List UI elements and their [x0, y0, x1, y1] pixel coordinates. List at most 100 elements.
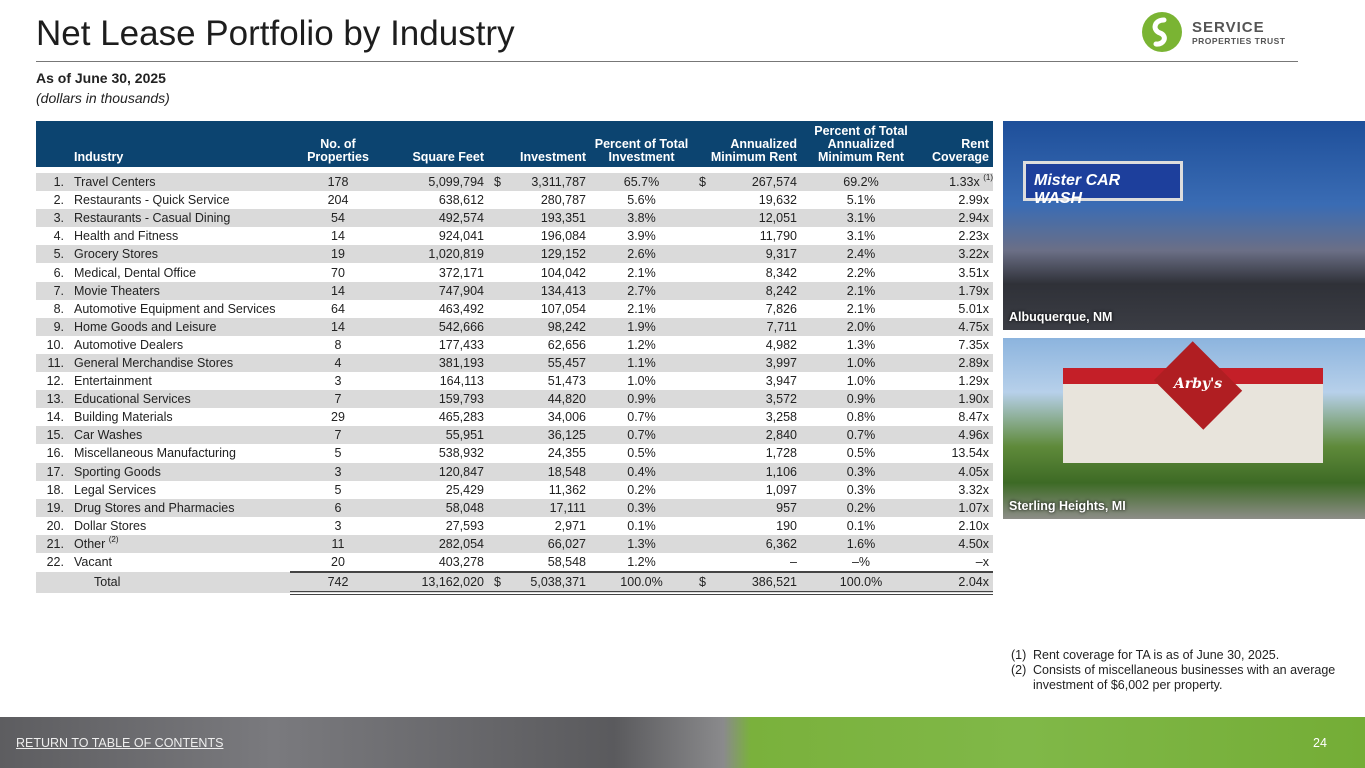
row-number: 2. [53, 193, 64, 208]
rent-cell: 19,632 [758, 193, 797, 208]
industry-name: Dollar Stores [74, 518, 147, 533]
industry-cell: Car Washes [70, 426, 290, 445]
pct-investment-cell: 1.9% [590, 317, 693, 336]
pct-investment-cell: 2.1% [627, 265, 656, 280]
pct-investment-cell: 0.5% [627, 446, 656, 461]
sqft-cell: 58,048 [386, 498, 488, 517]
coverage-value: 13.54x [951, 446, 989, 461]
industry-name: Entertainment [74, 374, 152, 389]
logo-mark-icon [1142, 12, 1182, 52]
industry-cell: Sporting Goods [70, 462, 290, 481]
page-number: 24 [1313, 736, 1327, 750]
coverage-cell: 1.79x [921, 281, 993, 300]
rent-cell: 267,574 [709, 173, 801, 192]
coverage-cell: 4.05x [921, 462, 993, 481]
pct-investment-cell: 0.9% [590, 390, 693, 409]
industry-cell: Restaurants - Quick Service [70, 191, 290, 209]
coverage-cell: 7.35x [921, 336, 993, 354]
properties-cell: 29 [331, 410, 345, 425]
coverage-cell: 2.99x [921, 191, 993, 209]
properties-cell: 3 [290, 462, 386, 481]
coverage-value: –x [975, 554, 989, 569]
coverage-value: 1.33x [949, 175, 980, 190]
sqft-cell: 25,429 [445, 482, 484, 497]
coverage-cell: 2.94x [921, 209, 993, 228]
pct-investment-cell: 0.7% [590, 426, 693, 445]
sqft-cell: 164,113 [439, 374, 484, 389]
properties-cell: 70 [331, 265, 345, 280]
pct-investment-cell: 1.2% [627, 337, 656, 352]
table-row: 15. Car Washes 7 55,951 36,125 0.7% 2,840 0.7% 4… [36, 426, 993, 445]
coverage-value: 4.96x [958, 428, 989, 443]
row-number: 12. [46, 374, 64, 389]
investment-cell: 44,820 [504, 390, 590, 409]
pct-investment-cell: 0.1% [627, 518, 656, 533]
dollar-sign [488, 209, 504, 228]
pct-investment-cell: 1.0% [627, 374, 656, 389]
dollar-sign [693, 553, 709, 572]
total-pct-rent: 100.0% [801, 570, 921, 595]
pct-investment-cell: 1.2% [627, 554, 656, 569]
pct-rent-cell: 3.1% [801, 209, 921, 228]
properties-cell: 4 [290, 353, 386, 373]
dollar-sign [693, 498, 709, 517]
dollar-sign [693, 372, 709, 390]
coverage-cell: 4.96x [921, 426, 993, 445]
dollar-sign [488, 245, 504, 264]
coverage-value: 4.75x [958, 319, 989, 334]
dollar-sign [693, 317, 709, 336]
industry-name: General Merchandise Stores [74, 355, 234, 370]
coverage-value: 1.79x [958, 283, 989, 298]
dollar-sign [693, 408, 709, 426]
dollar-sign [488, 191, 504, 209]
sqft-cell: 465,283 [438, 410, 484, 425]
investment-cell: 51,473 [547, 374, 586, 389]
sqft-cell: 381,193 [386, 353, 488, 373]
table-row: 3. Restaurants - Casual Dining 54 492,574 19… [36, 209, 993, 228]
pct-rent-cell: 1.6% [801, 534, 921, 553]
dollar-sign [488, 390, 504, 409]
rent-cell: 1,097 [765, 482, 797, 497]
title-divider [36, 61, 1298, 62]
table-row: 22. Vacant 20 403,278 58,548 1.2% – –% –x [36, 553, 993, 572]
dollar-sign [693, 444, 709, 462]
dollar-sign [488, 372, 504, 390]
industry-cell: Building Materials [70, 408, 290, 426]
footnotes: (1) Rent coverage for TA is as of June 30… [1011, 648, 1356, 693]
coverage-cell: 13.54x [921, 444, 993, 462]
row-number: 22. [46, 555, 64, 570]
dollar-sign [693, 336, 709, 354]
sqft-cell: 282,054 [386, 534, 488, 553]
page-title: Net Lease Portfolio by Industry [36, 14, 515, 53]
industry-name: Miscellaneous Manufacturing [74, 446, 236, 461]
sqft-cell: 403,278 [438, 554, 484, 569]
footnote-number: (1) [1011, 648, 1027, 662]
industry-name: Movie Theaters [74, 283, 160, 298]
footnote-text: Rent coverage for TA is as of June 30, 2… [1033, 648, 1280, 662]
coverage-cell: 2.23x [921, 227, 993, 245]
row-number: 21. [36, 534, 70, 553]
return-to-toc-link[interactable]: RETURN TO TABLE OF CONTENTS [16, 736, 224, 750]
coverage-value: 1.29x [958, 374, 989, 389]
coverage-cell: 3.22x [921, 245, 993, 264]
col-sqft: Square Feet [386, 121, 488, 167]
pct-rent-cell: 0.8% [846, 410, 876, 425]
row-number: 20. [46, 518, 64, 533]
table-row: 19. Drug Stores and Pharmacies 6 58,048 17,1… [36, 498, 993, 517]
properties-cell: 14 [331, 229, 345, 244]
total-label: Total [70, 571, 290, 593]
dollar-sign [693, 281, 709, 300]
pct-rent-cell: 1.0% [801, 353, 921, 373]
table-row: 14. Building Materials 29 465,283 34,006 0.7%… [36, 408, 993, 426]
pct-investment-cell: 0.2% [627, 482, 656, 497]
investment-cell: 62,656 [547, 337, 586, 352]
investment-cell: 36,125 [504, 426, 590, 445]
total-sqft: 13,162,020 [386, 570, 488, 595]
industry-name: Sporting Goods [74, 464, 161, 479]
industry-cell: Home Goods and Leisure [70, 317, 290, 336]
row-number: 15. [36, 426, 70, 445]
coverage-value: 5.01x [958, 301, 989, 316]
coverage-cell: –x [921, 553, 993, 572]
pct-investment-cell: 2.1% [627, 301, 656, 316]
coverage-value: 3.22x [958, 247, 989, 262]
